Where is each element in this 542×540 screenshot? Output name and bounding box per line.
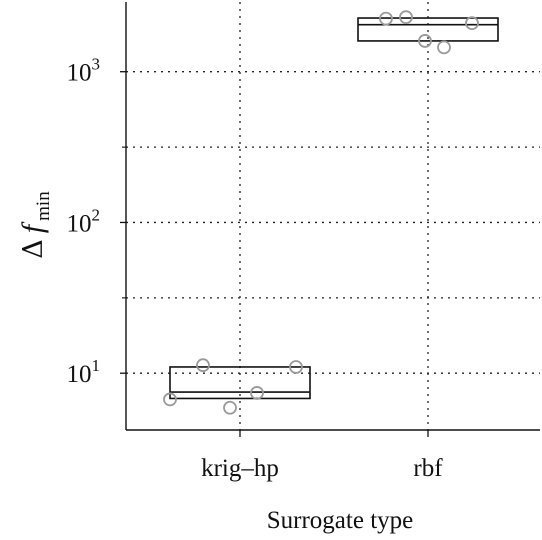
data-point <box>437 40 451 55</box>
axis-layer: 101 102 103 krig–hp rbf <box>67 2 540 482</box>
data-point <box>196 358 210 373</box>
y-axis-title-variable: f <box>16 221 49 233</box>
y-axis-title: Δfmin <box>16 191 54 259</box>
grid-layer <box>126 2 540 430</box>
x-axis-title: Surrogate type <box>267 507 413 534</box>
data-point <box>418 34 432 48</box>
y-tick-label: 102 <box>67 205 101 237</box>
data-point <box>379 11 393 26</box>
x-tick-label: rbf <box>413 455 443 482</box>
data-point <box>465 16 479 31</box>
y-axis-title-symbol: Δ <box>18 239 49 259</box>
box-1 <box>357 17 499 42</box>
data-point <box>223 400 237 415</box>
y-tick-label: 101 <box>67 356 101 388</box>
data-point <box>250 386 264 400</box>
data-point <box>399 10 413 25</box>
box-layer <box>169 17 499 400</box>
y-tick-label: 103 <box>67 55 101 87</box>
data-point <box>289 360 303 374</box>
y-axis-title-subscript: min <box>33 191 54 221</box>
data-point <box>163 392 177 407</box>
svg-text:Δfmin: Δfmin <box>16 191 54 259</box>
point-layer <box>163 10 479 415</box>
x-tick-label: krig–hp <box>201 455 279 482</box>
box-0 <box>169 366 311 400</box>
